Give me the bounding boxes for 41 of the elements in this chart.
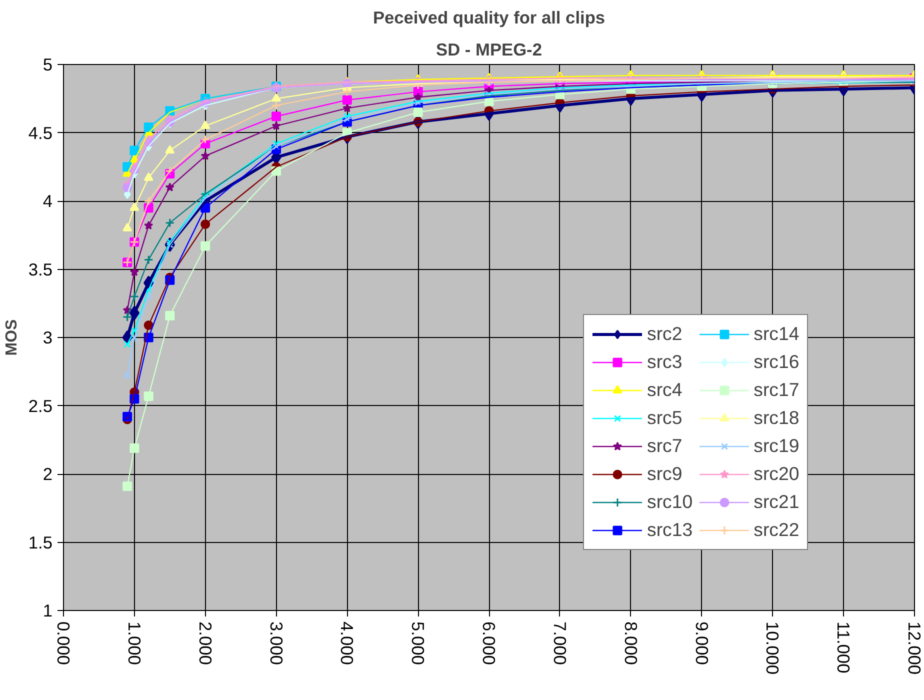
legend-label: src20 [754, 463, 800, 485]
x-tick-label: 3.000 [266, 622, 286, 665]
legend-label: src3 [647, 351, 682, 373]
legend-label: src22 [754, 519, 800, 541]
x-tick-label: 4.000 [337, 622, 358, 665]
legend-label: src19 [754, 435, 800, 457]
legend-label: src17 [754, 379, 800, 401]
x-tick-label: 9.000 [692, 622, 712, 665]
x-tick-label: 0.000 [54, 622, 74, 665]
legend-label: src14 [754, 323, 800, 345]
x-tick-label: 1.000 [124, 622, 144, 665]
x-tick-label: 6.000 [479, 622, 499, 665]
x-tick-label: 7.000 [550, 622, 570, 665]
chart-title: Peceived quality for all clips [372, 8, 606, 28]
legend-label: src4 [647, 379, 682, 401]
y-tick-label: 2 [42, 464, 53, 484]
legend-label: src2 [647, 323, 682, 345]
legend-label: src10 [647, 491, 693, 513]
x-tick-label: 5.000 [408, 622, 428, 665]
x-tick-label: 2.000 [195, 622, 216, 665]
y-tick-label: 3.5 [28, 259, 53, 280]
legend-label: src7 [647, 435, 682, 457]
y-tick-label: 1 [42, 600, 53, 620]
legend-label: src5 [647, 407, 682, 429]
y-tick-label: 3 [42, 328, 53, 348]
legend-label: src21 [754, 491, 800, 513]
y-axis-title: MOS [3, 318, 20, 356]
y-tick-label: 4.5 [28, 122, 53, 143]
x-tick-label: 8.000 [620, 622, 641, 665]
chart-subtitle: SD - MPEG-2 [436, 40, 542, 60]
x-tick-label: 11.000 [834, 622, 854, 674]
y-tick-label: 5 [42, 54, 53, 74]
legend-label: src18 [754, 407, 800, 429]
y-tick-label: 1.5 [28, 532, 53, 552]
legend-label: src16 [754, 351, 800, 373]
x-tick-label: 10.000 [762, 622, 783, 674]
y-tick-label: 4 [42, 191, 53, 211]
x-tick-label: 12.000 [904, 622, 924, 674]
legend-label: src13 [647, 519, 693, 541]
legend-label: src9 [647, 463, 682, 485]
y-tick-label: 2.5 [28, 396, 53, 416]
